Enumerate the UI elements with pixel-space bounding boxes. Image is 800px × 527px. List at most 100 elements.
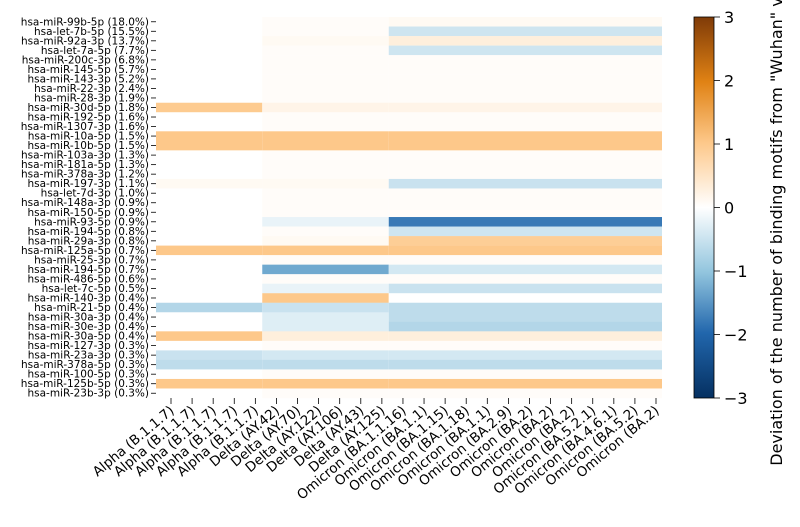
- heatmap-cell: [156, 45, 263, 56]
- heatmap-cell: [156, 378, 263, 389]
- heatmap-cell: [156, 217, 263, 227]
- row-label: hsa-miR-125b-5p (0.3%): [21, 378, 149, 390]
- heatmap-cell: [156, 388, 263, 399]
- heatmap-cell: [388, 36, 662, 46]
- heatmap-cell: [262, 45, 389, 56]
- row-label: hsa-miR-99b-5p (18.0%): [21, 16, 149, 28]
- row-label: hsa-miR-21-5p (0.4%): [34, 302, 149, 314]
- heatmap-cell: [262, 331, 389, 342]
- heatmap-cell: [388, 150, 662, 161]
- row-label: hsa-let-7a-5p (7.7%): [41, 45, 149, 57]
- heatmap-cell: [156, 302, 263, 313]
- heatmap-cell: [262, 245, 389, 256]
- heatmap-cell: [156, 359, 263, 370]
- heatmap-cell: [156, 93, 263, 103]
- colorbar-tick-label: 3: [724, 8, 734, 27]
- heatmap-cell: [262, 321, 389, 332]
- heatmap-cell: [262, 74, 389, 84]
- heatmap-cell: [262, 293, 389, 303]
- heatmap-cell: [388, 140, 662, 151]
- heatmap-cell: [156, 36, 263, 46]
- colorbar-tick-label: 1: [724, 135, 734, 154]
- heatmap-cell: [262, 64, 389, 75]
- heatmap-cell: [388, 55, 662, 65]
- row-label: hsa-miR-30a-3p (0.4%): [28, 312, 149, 324]
- heatmap-cell: [156, 207, 263, 218]
- row-label: hsa-miR-10a-5p (1.5%): [28, 131, 149, 143]
- heatmap-cell: [388, 340, 662, 351]
- heatmap-cell: [262, 102, 389, 113]
- heatmap-cell: [156, 150, 263, 161]
- row-label: hsa-miR-486-5p (0.6%): [27, 273, 149, 285]
- heatmap-cell: [156, 17, 263, 27]
- heatmap-cell: [262, 131, 389, 142]
- heatmap-cell: [388, 188, 662, 199]
- heatmap-cell: [388, 169, 662, 180]
- row-label: hsa-miR-378a-3p (1.2%): [21, 169, 149, 181]
- heatmap-cell: [156, 226, 263, 237]
- row-label: hsa-miR-125a-5p (0.7%): [21, 245, 149, 257]
- heatmap-cell: [388, 274, 662, 284]
- heatmap-cell: [388, 93, 662, 103]
- colorbar-tick-label: −2: [724, 326, 748, 345]
- row-label: hsa-miR-1307-3p (1.6%): [21, 121, 149, 133]
- row-label: hsa-miR-143-3p (5.2%): [27, 73, 149, 85]
- row-label: hsa-miR-30e-3p (0.4%): [28, 321, 149, 333]
- heatmap-cell: [262, 17, 389, 27]
- heatmap-cell: [156, 264, 263, 275]
- row-label: hsa-miR-100-5p (0.3%): [27, 369, 149, 381]
- row-label: hsa-miR-145-5p (5.7%): [27, 64, 149, 76]
- row-label: hsa-miR-22-3p (2.4%): [34, 83, 149, 95]
- heatmap-cell: [388, 197, 662, 208]
- row-label: hsa-miR-93-5p (0.9%): [34, 216, 149, 228]
- row-label: hsa-let-7d-3p (1.0%): [41, 188, 149, 200]
- heatmap-cell: [156, 74, 263, 84]
- heatmap-cell: [156, 293, 263, 303]
- heatmap-cell: [156, 112, 263, 122]
- heatmap-cell: [388, 207, 662, 218]
- heatmap-cell: [156, 131, 263, 142]
- colorbar-tick-label: −1: [724, 262, 748, 281]
- row-label: hsa-miR-10b-5p (1.5%): [27, 140, 149, 152]
- heatmap-cell: [156, 178, 263, 189]
- heatmap-cell: [156, 159, 263, 170]
- heatmap-cell: [388, 331, 662, 342]
- row-labels: hsa-miR-99b-5p (18.0%)hsa-let-7b-5p (15.…: [21, 16, 156, 400]
- heatmap-cell: [262, 350, 389, 361]
- heatmap-cell: [262, 217, 389, 227]
- row-label: hsa-miR-127-3p (0.3%): [27, 340, 149, 352]
- heatmap-cell: [262, 255, 389, 265]
- colorbar: −3 −2 −1 0 1 2 3: [693, 8, 748, 408]
- heatmap-cell: [262, 388, 389, 399]
- heatmap-cell: [156, 121, 263, 132]
- colorbar-tick-label: 2: [724, 72, 734, 91]
- row-label: hsa-miR-181a-5p (1.3%): [21, 159, 149, 171]
- heatmap-cell: [388, 131, 662, 142]
- heatmap-cell: [156, 83, 263, 94]
- heatmap-cell: [262, 283, 389, 294]
- heatmap-cell: [156, 340, 263, 351]
- colorbar-tick-label: −3: [724, 389, 748, 408]
- heatmap-cell: [156, 26, 263, 37]
- heatmap-cells: [156, 17, 662, 399]
- heatmap-cell: [156, 169, 263, 180]
- heatmap-cell: [156, 55, 263, 65]
- heatmap-cell: [388, 217, 662, 227]
- heatmap-cell: [262, 140, 389, 151]
- row-label: hsa-miR-30d-5p (1.8%): [27, 102, 149, 114]
- heatmap-cell: [156, 369, 263, 380]
- row-label: hsa-miR-194-5p (0.7%): [27, 264, 149, 276]
- heatmap-cell: [388, 378, 662, 389]
- heatmap-cell: [388, 255, 662, 265]
- row-label: hsa-miR-150-5p (0.9%): [27, 207, 149, 219]
- row-label: hsa-miR-23b-3p (0.3%): [27, 388, 149, 400]
- heatmap-cell: [388, 302, 662, 313]
- column-labels: Alpha (B.1.1.7)Alpha (B.1.1.7)Alpha (B.1…: [90, 398, 663, 503]
- colorbar-tick-label: 0: [724, 199, 734, 218]
- heatmap-cell: [156, 140, 263, 151]
- row-label: hsa-miR-192-5p (1.6%): [27, 112, 149, 124]
- heatmap-cell: [262, 340, 389, 351]
- heatmap-cell: [156, 236, 263, 246]
- colorbar-label: Deviation of the number of binding motif…: [767, 0, 786, 466]
- heatmap-cell: [388, 159, 662, 170]
